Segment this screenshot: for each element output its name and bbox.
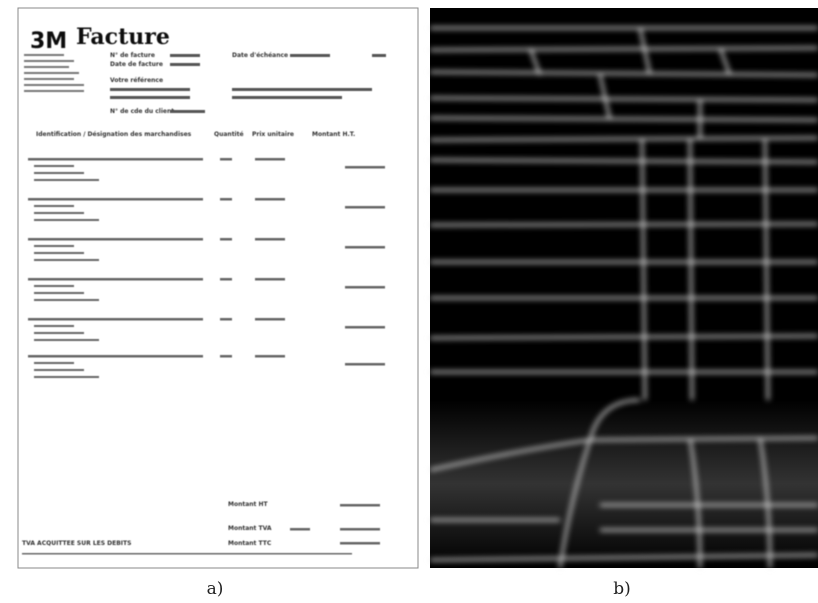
figure: 3M Facture N° de facture Date de facture… [0,0,818,603]
column-header: Identification / Désignation des marchan… [36,131,192,138]
map-shade [430,400,818,568]
invoice-panel: 3M Facture N° de facture Date de facture… [18,8,418,568]
field: N° de cde du client [110,108,174,115]
panel-label: a) [207,579,224,599]
logo: 3M [30,29,67,54]
field: Date de facture [110,61,163,68]
field: Date d'échéance [232,52,288,59]
total-label: Montant TTC [228,540,272,547]
invoice-title: Facture [76,24,170,50]
column-header: Quantité [214,131,244,138]
total-label: Montant HT [228,501,269,508]
column-header: Montant H.T. [312,131,355,138]
distance-map-panel [430,8,818,568]
column-header: Prix unitaire [252,131,294,138]
field: Votre référence [110,77,163,84]
panel-label: b) [613,579,631,599]
field: N° de facture [110,52,155,59]
total-label: Montant TVA [228,525,272,532]
footer-note: TVA ACQUITTEE SUR LES DEBITS [22,540,131,547]
